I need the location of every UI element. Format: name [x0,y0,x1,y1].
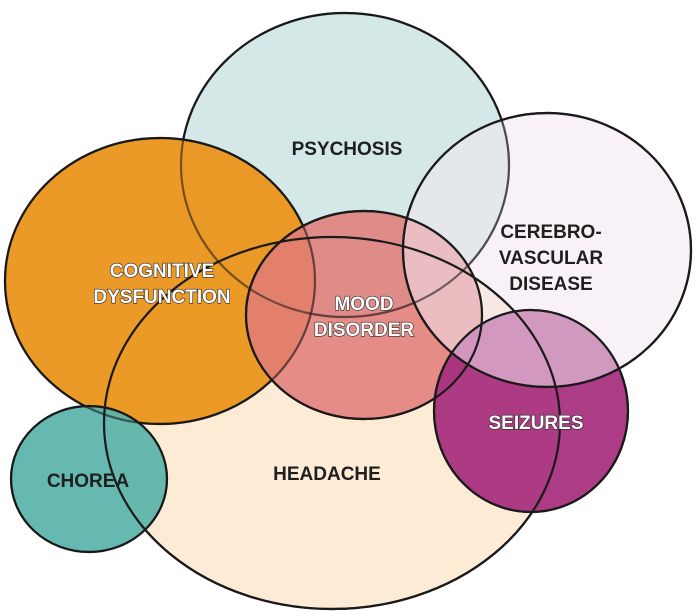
mood-disorder-label-line1: MOOD [334,294,393,315]
cerebrovascular-disease-label-line3: DISEASE [509,274,592,295]
cerebrovascular-disease-label-line1: CEREBRO- [500,222,601,243]
cerebrovascular-disease-label-line2: VASCULAR [499,248,603,269]
headache-label: HEADACHE [273,464,381,485]
chorea-label: CHOREA [47,471,130,492]
cognitive-dysfunction-label-line1: COGNITIVE [110,261,215,282]
cognitive-dysfunction-label-line2: DYSFUNCTION [93,287,230,308]
seizures-label: SEIZURES [488,413,583,434]
psychosis-label: PSYCHOSIS [292,139,403,160]
mood-disorder-label-line2: DISORDER [314,320,415,341]
